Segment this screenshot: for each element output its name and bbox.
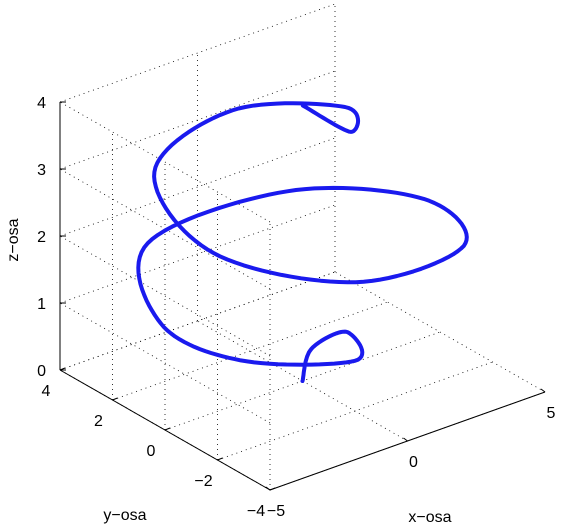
y-tick-label: −2: [194, 473, 212, 490]
z-tick-label: 2: [37, 229, 46, 246]
z-tick-label: 4: [37, 95, 46, 112]
grid-line: [112, 301, 388, 401]
y-tick-label: 0: [147, 443, 156, 460]
y-tick: [217, 457, 223, 461]
y-tick-label: 4: [42, 383, 51, 400]
series-curves: [136, 101, 469, 383]
grid-lines: [59, 3, 546, 491]
axis-box: [59, 102, 546, 491]
grid-line: [59, 204, 336, 304]
grid-line: [217, 361, 493, 461]
y-tick: [164, 427, 171, 431]
x-tick-label: 0: [409, 454, 418, 471]
x-tick-label: 5: [547, 405, 556, 422]
z-tick-label: 0: [37, 363, 46, 380]
grid-line: [334, 271, 546, 393]
tick-labels: −5 0 5 −4 −2 0 2 4 0 1 2 3 4: [37, 95, 555, 520]
y-axis-label: y−osa: [103, 507, 146, 524]
y-tick-label: 2: [94, 413, 103, 430]
grid-line: [59, 3, 336, 103]
x-tick: [540, 388, 546, 393]
z-tick-label: 1: [37, 296, 46, 313]
grid-line: [59, 302, 271, 424]
series-line-0: [136, 101, 469, 383]
x-tick: [403, 437, 408, 442]
grid-line: [59, 70, 336, 170]
z-tick-label: 3: [37, 162, 46, 179]
y-tick-label: −4: [247, 503, 265, 520]
x-tick-label: −5: [267, 503, 285, 520]
x-axis-label: x−osa: [408, 509, 451, 525]
x-tick: [265, 486, 271, 491]
grid-line: [59, 137, 336, 237]
y-tick: [269, 487, 276, 491]
grid-line: [59, 271, 336, 371]
y-tick: [112, 397, 118, 401]
grid-line: [59, 235, 271, 357]
z-axis-label: z−osa: [5, 218, 22, 261]
